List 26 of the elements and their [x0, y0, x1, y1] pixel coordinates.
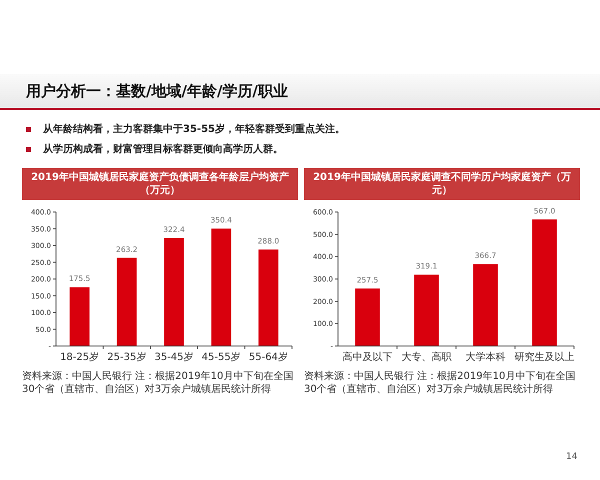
bar [473, 264, 498, 346]
text: 资料来源：中国人民银行 注：根据2019年10月中下旬在全国30个省（直辖市、自治区）对3万余户城镇居民统计所得 [304, 370, 576, 396]
x-tick-label: 18-25岁 [60, 351, 100, 363]
x-tick-label: 55-64岁 [248, 351, 288, 363]
x-tick-label: 研究生及以上 [514, 351, 574, 363]
bar [70, 287, 90, 346]
bar [258, 250, 278, 346]
x-tick-label: 35-45岁 [154, 351, 194, 363]
text: 14 [566, 452, 578, 462]
x-tick-label: 25-35岁 [107, 351, 146, 363]
x-tick-label: 大学本科 [466, 351, 506, 363]
bar [211, 228, 232, 346]
bar [532, 219, 557, 346]
x-tick-label: 45-55岁 [202, 351, 241, 363]
text: 从年龄结构看，主力客群集中于35-55岁，年轻客群受到重点关注。 [42, 122, 345, 136]
x-tick-label: 高中及以下 [342, 351, 392, 363]
text: 用户分析一：基数/地域/年龄/学历/职业 [26, 82, 288, 101]
chart-title: 2019年中国城镇居民家庭资产负债调查各年龄层户均资产（万元） [22, 168, 298, 200]
text: 资料来源：中国人民银行 注：根据2019年10月中下旬在全国30个省（直辖市、自治区）对3万余户城镇居民统计所得 [22, 370, 294, 396]
chart-title: 2019年中国城镇居民家庭调查不同学历户均家庭资产（万元） [304, 168, 580, 200]
text: 从学历构成看，财富管理目标客群更倾向高学历人群。 [42, 142, 283, 156]
bar [116, 258, 137, 346]
bar [414, 274, 439, 346]
x-tick-label: 大专、高职 [402, 351, 452, 363]
bar [164, 238, 184, 346]
bar [355, 288, 380, 346]
